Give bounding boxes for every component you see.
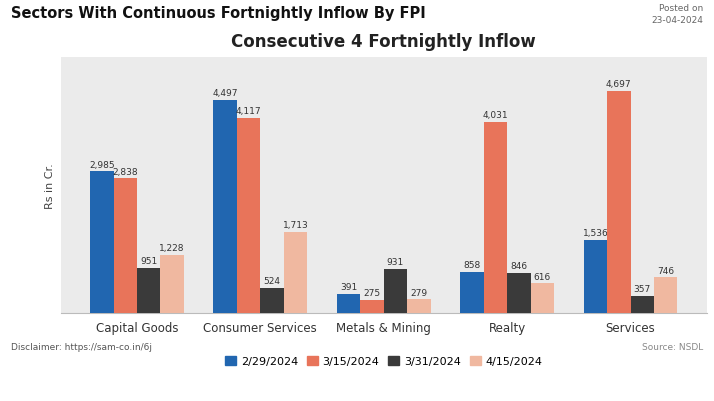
Bar: [137, 268, 161, 313]
Legend: 2/29/2024, 3/15/2024, 3/31/2024, 4/15/2024: 2/29/2024, 3/15/2024, 3/31/2024, 4/15/20…: [222, 353, 545, 370]
Text: 931: 931: [387, 257, 404, 266]
Bar: [531, 284, 554, 313]
Text: 4,497: 4,497: [213, 89, 238, 98]
Bar: [654, 277, 678, 313]
Text: 357: 357: [634, 284, 651, 294]
Bar: [161, 255, 183, 313]
Bar: [484, 123, 507, 313]
Bar: [237, 119, 261, 313]
Text: #SAMSHOTS: #SAMSHOTS: [18, 371, 123, 385]
Text: 524: 524: [263, 277, 281, 286]
Text: 1,713: 1,713: [283, 221, 308, 229]
Bar: [213, 101, 237, 313]
Text: 4,117: 4,117: [236, 107, 261, 116]
Bar: [461, 272, 484, 313]
Bar: [607, 91, 630, 313]
Text: 1,536: 1,536: [583, 229, 608, 238]
Bar: [383, 269, 407, 313]
Text: 4,697: 4,697: [606, 80, 632, 89]
Text: 2,838: 2,838: [112, 167, 138, 176]
Bar: [261, 288, 283, 313]
Text: ×SAMCO: ×SAMCO: [624, 371, 696, 385]
Text: Sectors With Continuous Fortnightly Inflow By FPI: Sectors With Continuous Fortnightly Infl…: [11, 6, 426, 21]
Text: 391: 391: [340, 283, 357, 292]
Text: Disclaimer: https://sam-co.in/6j: Disclaimer: https://sam-co.in/6j: [11, 342, 151, 351]
Bar: [407, 300, 431, 313]
Bar: [507, 273, 531, 313]
Bar: [361, 300, 383, 313]
Bar: [114, 179, 137, 313]
Text: Posted on
23-04-2024: Posted on 23-04-2024: [651, 4, 703, 25]
Bar: [630, 296, 654, 313]
Bar: [90, 172, 114, 313]
Text: 2,985: 2,985: [89, 160, 115, 170]
Text: 951: 951: [140, 256, 157, 265]
Text: 4,031: 4,031: [483, 111, 508, 120]
Y-axis label: Rs in Cr.: Rs in Cr.: [45, 163, 55, 208]
Text: 279: 279: [411, 288, 428, 297]
Bar: [283, 232, 307, 313]
Text: 1,228: 1,228: [159, 243, 185, 252]
Text: 616: 616: [534, 272, 551, 281]
Text: 275: 275: [363, 288, 381, 297]
Text: 846: 846: [511, 261, 528, 270]
Text: 858: 858: [463, 261, 481, 270]
Text: 746: 746: [657, 266, 674, 275]
Title: Consecutive 4 Fortnightly Inflow: Consecutive 4 Fortnightly Inflow: [231, 33, 536, 51]
Bar: [584, 240, 607, 313]
Bar: [337, 294, 361, 313]
Text: Source: NSDL: Source: NSDL: [642, 342, 703, 351]
